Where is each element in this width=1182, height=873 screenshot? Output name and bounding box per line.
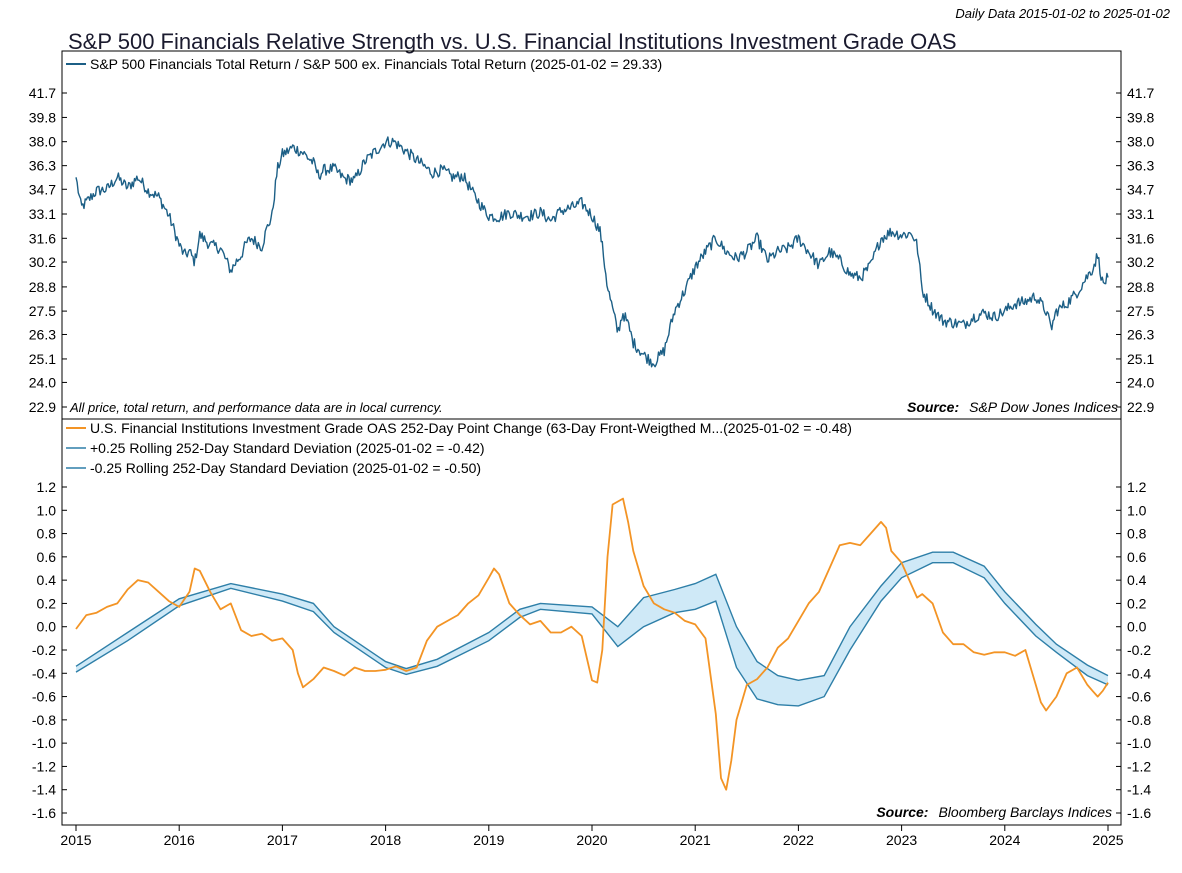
legend-lower-band: -0.25 Rolling 252-Day Standard Deviation…: [90, 460, 481, 476]
bottom-panel-frame: [61, 418, 1122, 826]
xtick-label: 2024: [989, 832, 1020, 848]
bottom-ytick-label-right: -1.4: [1127, 782, 1151, 798]
top-ytick-label-right: 27.5: [1127, 303, 1154, 319]
xtick-label: 2023: [886, 832, 917, 848]
top-ytick-label-right: 39.8: [1127, 109, 1154, 125]
xtick-label: 2025: [1092, 832, 1123, 848]
top-ytick-label-right: 30.2: [1127, 254, 1154, 270]
bottom-ytick-label-right: 0.4: [1127, 572, 1147, 588]
bottom-ytick-label-right: -1.0: [1127, 735, 1151, 751]
top-ytick-label-left: 38.0: [29, 134, 56, 150]
bottom-ytick-label-left: 0.0: [37, 619, 57, 635]
date-range-label: Daily Data 2015-01-02 to 2025-01-02: [955, 6, 1170, 21]
top-ytick-label-left: 24.0: [29, 374, 56, 390]
top-ytick-label-right: 28.8: [1127, 279, 1154, 295]
currency-note: All price, total return, and performance…: [69, 400, 443, 415]
bottom-ytick-label-left: -1.0: [32, 735, 56, 751]
top-ytick-label-right: 36.3: [1127, 158, 1154, 174]
bottom-source-text: Bloomberg Barclays Indices: [938, 804, 1112, 820]
top-ytick-label-right: 31.6: [1127, 230, 1154, 246]
top-ytick-label-left: 36.3: [29, 158, 56, 174]
bottom-ytick-label-left: 0.6: [37, 549, 57, 565]
xtick-label: 2022: [783, 832, 814, 848]
relative-strength-line: [75, 136, 1109, 368]
bottom-ytick-label-right: 0.2: [1127, 595, 1147, 611]
bottom-ytick-label-left: -1.2: [32, 758, 56, 774]
bottom-ytick-label-right: 1.0: [1127, 502, 1147, 518]
bottom-ytick-label-right: -0.4: [1127, 665, 1151, 681]
std-band-fill: [76, 552, 1108, 706]
top-ytick-label-right: 24.0: [1127, 374, 1154, 390]
bottom-ytick-label-left: -0.8: [32, 712, 56, 728]
top-ytick-label-left: 22.9: [29, 399, 56, 415]
top-ytick-label-left: 25.1: [29, 351, 56, 367]
bottom-ytick-label-right: 0.0: [1127, 619, 1147, 635]
legend-ratio: S&P 500 Financials Total Return / S&P 50…: [90, 56, 662, 72]
bottom-ytick-label-right: -1.2: [1127, 758, 1151, 774]
xtick-label: 2018: [370, 832, 401, 848]
bottom-ytick-label-left: 1.0: [37, 502, 57, 518]
top-ytick-label-left: 28.8: [29, 279, 56, 295]
top-ytick-label-left: 41.7: [29, 85, 56, 101]
top-ytick-label-right: 25.1: [1127, 351, 1154, 367]
bottom-ytick-label-right: -0.2: [1127, 642, 1151, 658]
bottom-ytick-label-right: -1.6: [1127, 805, 1151, 821]
axis-ticks: 41.7 41.7 39.8 39.8 38.0 38.0 36.3 36.3 34.7 34.7…: [29, 85, 1155, 848]
xtick-label: 2015: [60, 832, 91, 848]
top-source-label: Source:: [907, 399, 959, 415]
lower-band-line: [75, 562, 1109, 707]
bottom-ytick-label-left: -1.6: [32, 805, 56, 821]
top-ytick-label-right: 34.7: [1127, 181, 1154, 197]
xtick-label: 2016: [164, 832, 195, 848]
top-ytick-label-right: 38.0: [1127, 134, 1154, 150]
top-source-text: S&P Dow Jones Indices: [969, 399, 1118, 415]
legend-oas: U.S. Financial Institutions Investment G…: [90, 420, 852, 436]
bottom-ytick-label-right: -0.8: [1127, 712, 1151, 728]
bottom-ytick-label-right: 0.8: [1127, 526, 1147, 542]
bottom-ytick-label-left: 0.2: [37, 595, 57, 611]
bottom-source-label: Source:: [876, 804, 928, 820]
top-ytick-label-left: 26.3: [29, 326, 56, 342]
bottom-source: Source: Bloomberg Barclays Indices: [876, 804, 1112, 820]
top-ytick-label-left: 39.8: [29, 109, 56, 125]
top-ytick-label-left: 31.6: [29, 230, 56, 246]
top-ytick-label-left: 33.1: [29, 206, 56, 222]
bottom-ytick-label-left: -0.2: [32, 642, 56, 658]
top-ytick-label-left: 30.2: [29, 254, 56, 270]
bottom-ytick-label-left: -0.4: [32, 665, 56, 681]
bottom-ytick-label-right: -0.6: [1127, 689, 1151, 705]
bottom-ytick-label-left: -0.6: [32, 689, 56, 705]
std-band: [76, 552, 1108, 706]
top-panel-frame: [61, 50, 1122, 420]
xtick-label: 2017: [267, 832, 298, 848]
chart-title: S&P 500 Financials Relative Strength vs.…: [68, 29, 957, 54]
top-ytick-label-right: 26.3: [1127, 326, 1154, 342]
xtick-label: 2020: [576, 832, 607, 848]
bottom-ytick-label-right: 1.2: [1127, 479, 1147, 495]
xtick-label: 2021: [680, 832, 711, 848]
bottom-ytick-label-left: 0.4: [37, 572, 57, 588]
bottom-ytick-label-left: 1.2: [37, 479, 57, 495]
top-source: Source: S&P Dow Jones Indices: [907, 399, 1118, 415]
bottom-ytick-label-left: 0.8: [37, 526, 57, 542]
top-ytick-label-left: 34.7: [29, 181, 56, 197]
top-ytick-label-right: 22.9: [1127, 399, 1154, 415]
bottom-ytick-label-left: -1.4: [32, 782, 56, 798]
xtick-label: 2019: [473, 832, 504, 848]
legend-upper-band: +0.25 Rolling 252-Day Standard Deviation…: [90, 440, 485, 456]
series-lines: [75, 136, 1109, 791]
bottom-ytick-label-right: 0.6: [1127, 549, 1147, 565]
top-ytick-label-right: 41.7: [1127, 85, 1154, 101]
oas-change-line: [75, 497, 1109, 791]
top-ytick-label-right: 33.1: [1127, 206, 1154, 222]
upper-band-line: [75, 551, 1109, 682]
top-ytick-label-left: 27.5: [29, 303, 56, 319]
